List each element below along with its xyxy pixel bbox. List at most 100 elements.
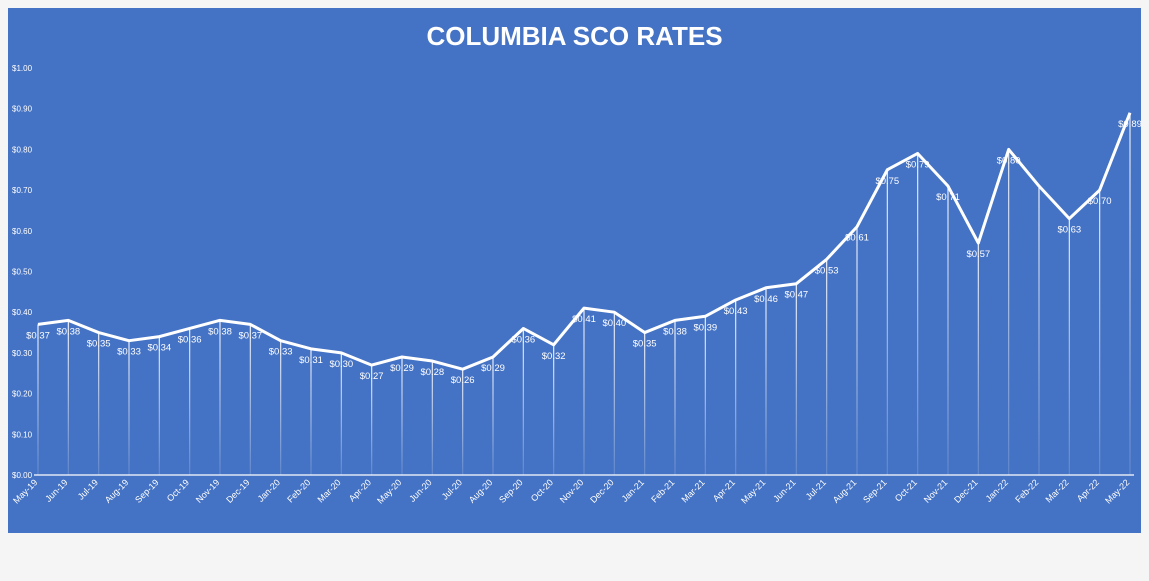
x-tick-label: Mar-21 (680, 477, 707, 504)
y-tick-label: $0.70 (12, 186, 33, 195)
data-label: $0.33 (117, 347, 141, 358)
x-tick-label: Jun-19 (43, 477, 70, 504)
x-tick-label: Nov-19 (194, 477, 222, 505)
y-tick-label: $0.30 (12, 349, 33, 358)
x-tick-label: Aug-20 (467, 477, 495, 505)
drop-lines (37, 112, 1131, 476)
x-tick-label: Jan-21 (620, 477, 647, 504)
drop-line (492, 356, 494, 475)
x-tick-label: Aug-19 (103, 477, 131, 505)
data-label: $0.71 (936, 192, 960, 203)
x-tick-label: Jun-21 (771, 477, 798, 504)
data-label: $0.32 (542, 351, 566, 362)
drop-line (795, 283, 797, 475)
data-label: $0.63 (1057, 225, 1081, 236)
y-tick-label: $0.90 (12, 105, 33, 114)
x-tick-label: Aug-21 (831, 477, 859, 505)
drop-line (67, 320, 69, 475)
data-label: $0.34 (147, 343, 171, 354)
x-tick-label: Sep-19 (133, 477, 161, 505)
drop-line (1068, 218, 1070, 475)
data-label: $0.27 (360, 371, 384, 382)
y-tick-label: $0.60 (12, 227, 33, 236)
y-tick-label: $0.80 (12, 145, 33, 154)
x-tick-label: Sep-21 (861, 477, 889, 505)
line-chart: COLUMBIA SCO RATES $0.00$0.10$0.20$0.30$… (11, 21, 1141, 506)
drop-line (189, 328, 191, 475)
data-labels: $0.37 $0.38 $0.35 $0.33 $0.34 $0.36 $0.38 $0.37… (26, 119, 1141, 386)
data-label: $0.41 (572, 314, 596, 325)
data-label: $0.40 (602, 318, 626, 329)
x-tick-label: Feb-20 (285, 477, 312, 504)
data-label: $0.61 (845, 233, 869, 244)
drop-line (1008, 149, 1010, 475)
drop-line (340, 352, 342, 475)
chart-panel: COLUMBIA SCO RATES $0.00 $0.10 $0.20 $0.30 $… (8, 8, 1141, 533)
data-label: $0.29 (481, 363, 505, 374)
x-tick-label: Feb-21 (649, 477, 676, 504)
drop-line (917, 153, 919, 475)
drop-line (462, 369, 464, 475)
x-tick-label: Feb-22 (1013, 477, 1040, 504)
x-tick-label: Dec-21 (952, 477, 980, 505)
data-label: $0.28 (420, 367, 444, 378)
x-tick-label: Nov-20 (558, 477, 586, 505)
drop-line (310, 348, 312, 475)
drop-line (1129, 112, 1131, 476)
data-label: $0.30 (329, 359, 353, 370)
x-tick-label: Jan-22 (984, 477, 1011, 504)
y-tick-label: $1.00 (12, 64, 33, 73)
data-label: $0.36 (511, 334, 535, 345)
drop-line (158, 336, 160, 475)
x-tick-label: May-22 (1103, 477, 1131, 505)
x-tick-label: May-21 (739, 477, 767, 505)
data-label: $0.79 (906, 159, 930, 170)
drop-line (674, 320, 676, 475)
drop-line (98, 332, 100, 475)
drop-line (735, 299, 737, 475)
x-tick-label: Jan-20 (256, 477, 283, 504)
data-label: $0.37 (238, 330, 262, 341)
drop-line (583, 308, 585, 475)
drop-line (613, 312, 615, 475)
data-label: $0.35 (87, 339, 111, 350)
series-line (37, 112, 1132, 371)
drop-line (977, 243, 979, 475)
x-tick-label: Oct-21 (893, 477, 919, 503)
x-tick-label: Dec-20 (588, 477, 616, 505)
data-label: $0.38 (56, 326, 80, 337)
drop-line (1038, 186, 1040, 475)
drop-line (401, 356, 403, 475)
drop-line (1099, 190, 1101, 475)
data-label: $0.53 (815, 265, 839, 276)
x-tick-label: Jul-21 (804, 477, 828, 501)
data-label: $0.29 (390, 363, 414, 374)
data-label: $0.31 (299, 355, 323, 366)
x-tick-label: Apr-20 (347, 477, 373, 503)
drop-line (826, 259, 828, 475)
x-tick-label: Oct-20 (529, 477, 555, 503)
y-tick-label: $0.50 (12, 268, 33, 277)
drop-line (704, 316, 706, 475)
data-label: $0.47 (784, 290, 808, 301)
y-tick-label: $0.10 (12, 430, 33, 439)
drop-line (431, 361, 433, 475)
data-label: $0.46 (754, 294, 778, 305)
data-label: $0.38 (663, 326, 687, 337)
x-axis: May-19 Jun-19 Jul-19 Aug-19 Sep-19 Oct-19 Nov-… (11, 474, 1134, 506)
drop-line (644, 332, 646, 475)
drop-line (128, 340, 130, 475)
x-tick-label: May-20 (375, 477, 403, 505)
drop-line (765, 287, 767, 475)
x-tick-label: Dec-19 (224, 477, 252, 505)
drop-line (371, 365, 373, 475)
data-label: $0.35 (633, 339, 657, 350)
drop-line (947, 186, 949, 475)
y-tick-label: $0.00 (12, 471, 33, 480)
x-tick-label: Jul-20 (440, 477, 464, 501)
x-tick-label: Jun-20 (407, 477, 434, 504)
x-tick-label: Mar-22 (1044, 477, 1071, 504)
data-label: $0.38 (208, 326, 232, 337)
series-group (37, 112, 1132, 371)
data-label: $0.80 (997, 155, 1021, 166)
